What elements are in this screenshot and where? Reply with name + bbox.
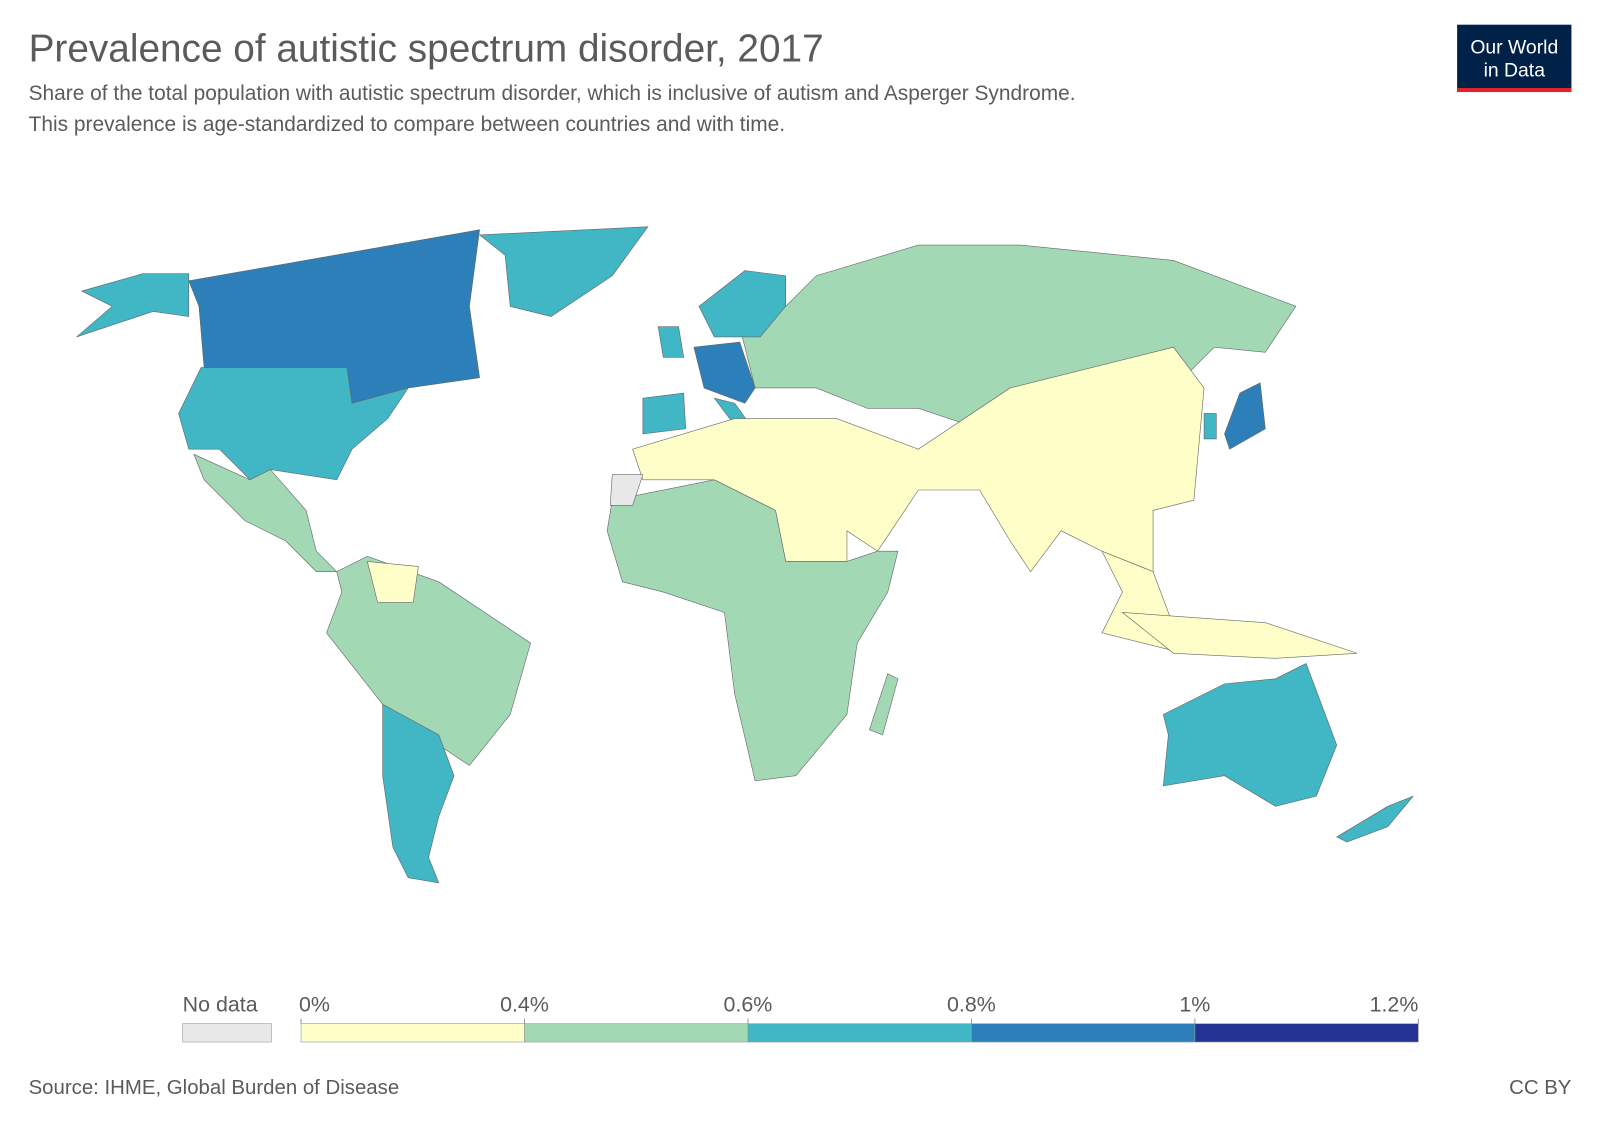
logo-text: Our World bbox=[1470, 36, 1558, 58]
legend-swatch bbox=[300, 1023, 525, 1043]
region bbox=[1336, 795, 1414, 843]
no-data-label: No data bbox=[183, 992, 258, 1016]
legend-swatch bbox=[1194, 1023, 1419, 1043]
license: CC BY bbox=[1509, 1077, 1572, 1099]
region bbox=[1162, 663, 1338, 807]
logo-text: in Data bbox=[1484, 60, 1546, 82]
region bbox=[609, 474, 644, 506]
region bbox=[76, 273, 190, 338]
region bbox=[693, 341, 756, 404]
legend-label: 0% bbox=[299, 992, 330, 1016]
map bbox=[76, 226, 1414, 884]
region bbox=[698, 270, 787, 338]
legend-label: 0.6% bbox=[724, 992, 773, 1016]
region bbox=[642, 392, 687, 435]
subtitle: This prevalence is age-standardized to c… bbox=[29, 113, 786, 136]
region bbox=[1121, 612, 1358, 659]
region bbox=[382, 703, 455, 884]
no-data-swatch bbox=[182, 1023, 272, 1043]
region bbox=[478, 226, 649, 317]
legend-label: 1% bbox=[1179, 992, 1210, 1016]
logo-box bbox=[1457, 24, 1572, 93]
region bbox=[1203, 413, 1217, 440]
legend-label: 1.2% bbox=[1370, 992, 1419, 1016]
chart-title: Prevalence of autistic spectrum disorder… bbox=[29, 27, 824, 70]
source: Source: IHME, Global Burden of Disease bbox=[29, 1077, 400, 1099]
legend-swatch bbox=[747, 1023, 972, 1043]
legend-swatch bbox=[524, 1023, 749, 1043]
region bbox=[606, 479, 899, 782]
region bbox=[178, 367, 409, 481]
logo-bar bbox=[1457, 87, 1572, 93]
region bbox=[1224, 382, 1266, 450]
subtitle: Share of the total population with autis… bbox=[29, 82, 1076, 105]
region bbox=[869, 673, 899, 736]
region bbox=[657, 326, 685, 358]
legend-label: 0.8% bbox=[947, 992, 996, 1016]
legend-swatch bbox=[971, 1023, 1196, 1043]
legend-label: 0.4% bbox=[500, 992, 549, 1016]
region bbox=[366, 561, 419, 603]
logo: Our World in Data bbox=[1457, 24, 1572, 93]
